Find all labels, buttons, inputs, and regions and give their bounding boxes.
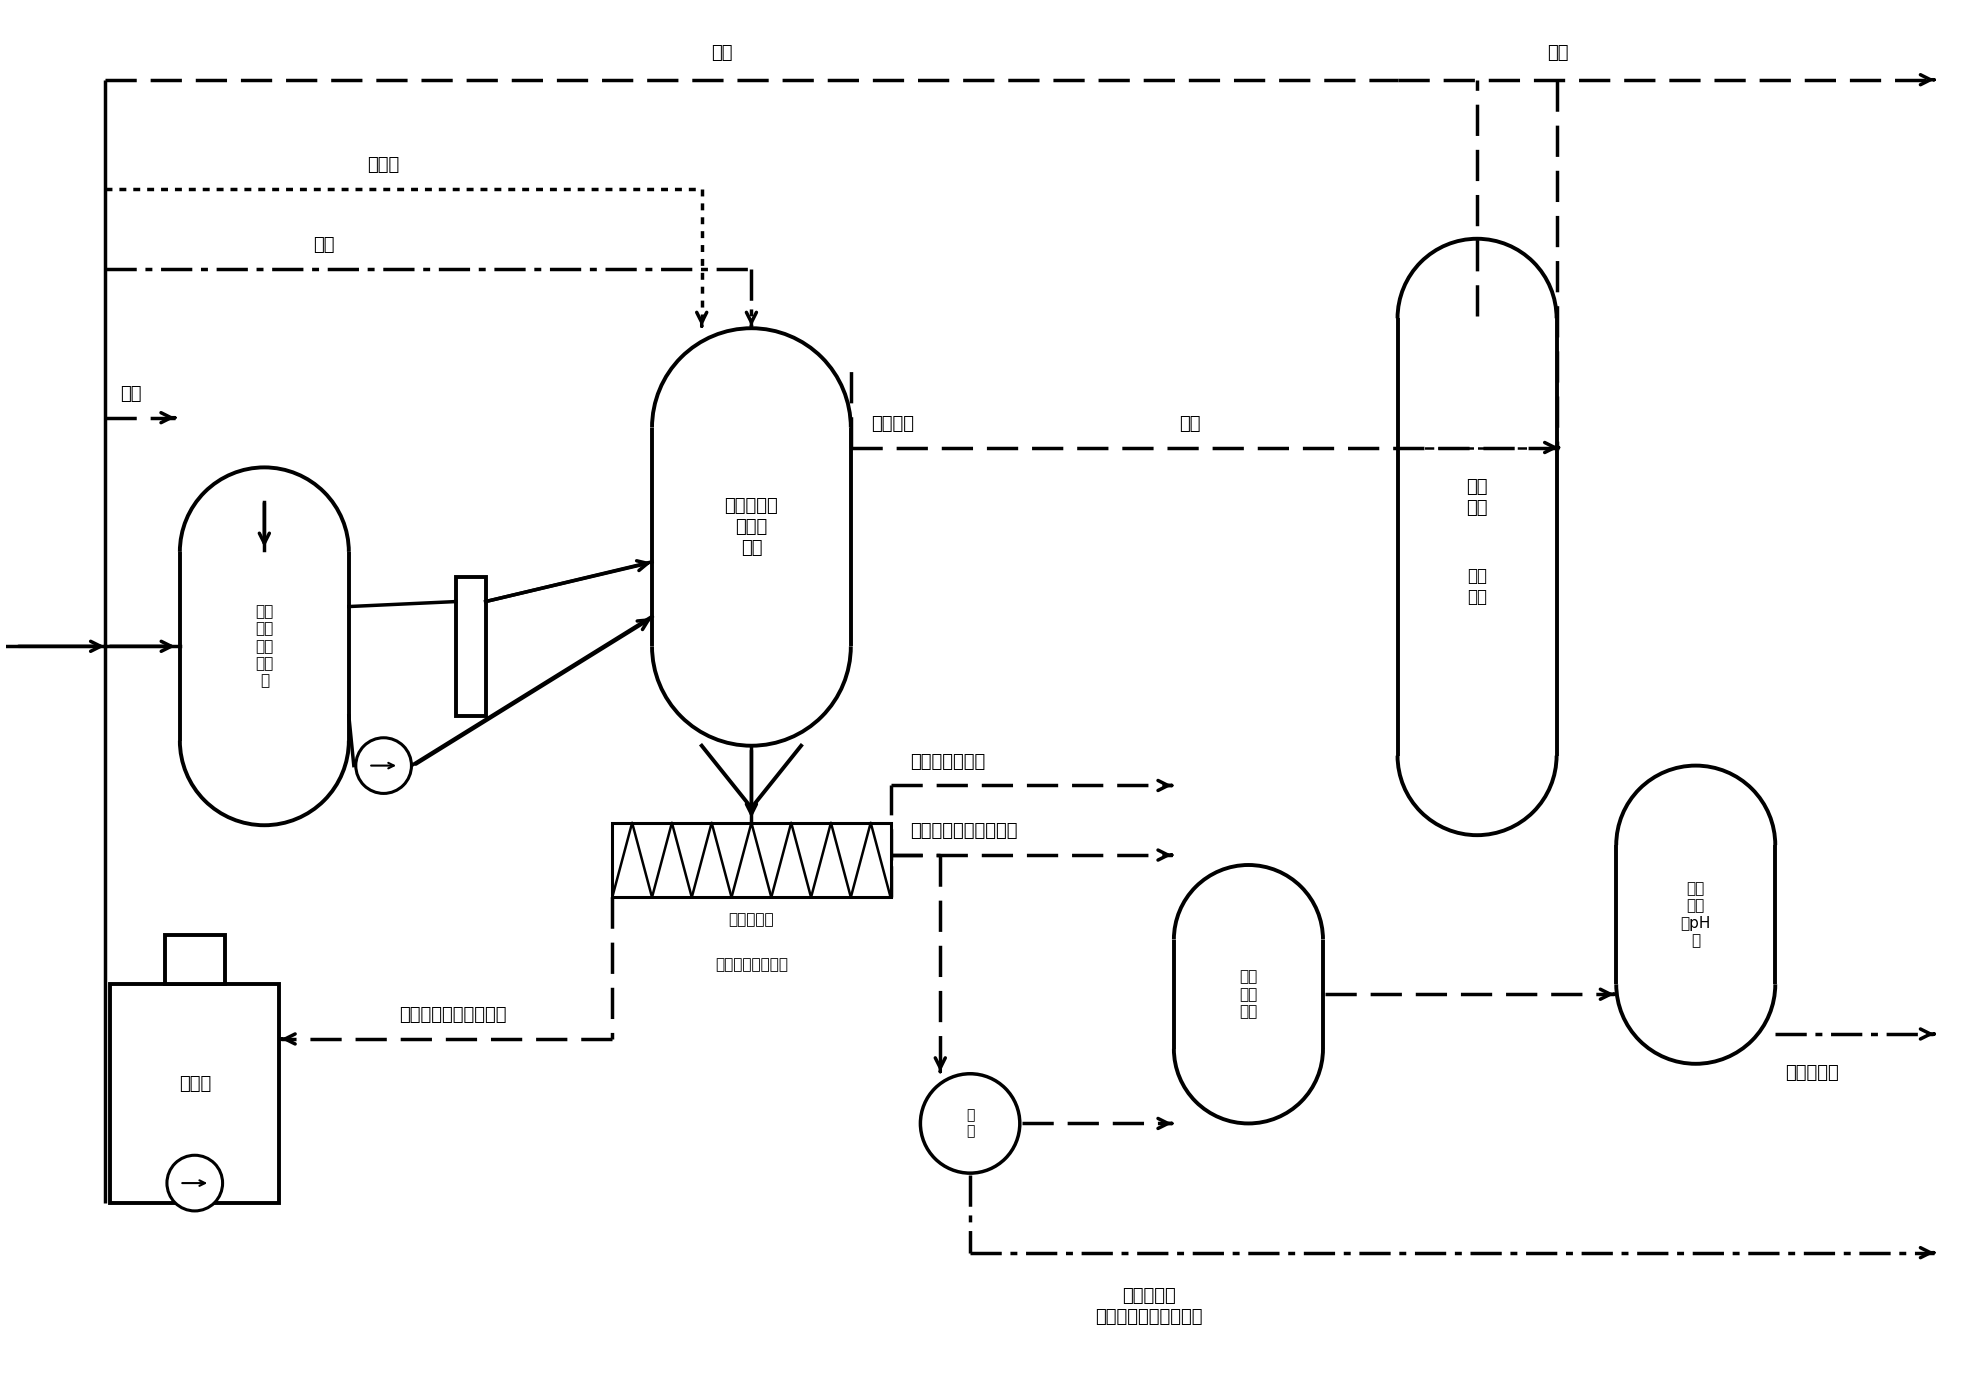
Text: 糠醛
蒸馏: 糠醛 蒸馏 — [1466, 567, 1488, 606]
Text: 木素磺酸盐: 木素磺酸盐 — [1784, 1064, 1840, 1082]
Text: 木素磺酸盐溶液: 木素磺酸盐溶液 — [911, 752, 986, 771]
Text: 糠醛
蒸馏: 糠醛 蒸馏 — [1466, 477, 1488, 517]
Circle shape — [921, 1074, 1020, 1173]
Bar — [456, 577, 486, 716]
Bar — [111, 984, 279, 1203]
Text: 糠醛蒸汽: 糠醛蒸汽 — [871, 415, 913, 433]
Text: 木素、纤维素分离: 木素、纤维素分离 — [715, 956, 788, 972]
Text: 稀硫酸: 稀硫酸 — [368, 156, 399, 174]
Text: 蔗渣: 蔗渣 — [314, 236, 334, 254]
Text: 蒸汽: 蒸汽 — [1180, 415, 1199, 433]
Text: 含有机酸（乙酸）废液: 含有机酸（乙酸）废液 — [911, 822, 1018, 840]
Text: 蒸汽: 蒸汽 — [121, 385, 142, 403]
Circle shape — [356, 737, 411, 793]
Bar — [164, 934, 225, 984]
Text: 乙酸
亚硫
酸盐
反应
液: 乙酸 亚硫 酸盐 反应 液 — [255, 604, 273, 688]
Text: 含有机酸（乙酸）废液: 含有机酸（乙酸）废液 — [399, 1007, 508, 1025]
Bar — [613, 822, 891, 898]
Text: 螺旋挤浆机: 螺旋挤浆机 — [729, 912, 775, 927]
Text: 制醛脱木素
反应器
一体: 制醛脱木素 反应器 一体 — [725, 497, 779, 557]
Text: 纤维素组分
用于酸解、酶解或发酵: 纤维素组分 用于酸解、酶解或发酵 — [1095, 1287, 1203, 1326]
Text: 糠醛: 糠醛 — [1547, 43, 1569, 61]
Text: 木素
磺酸
盐液: 木素 磺酸 盐液 — [1239, 969, 1257, 1019]
Text: 蒸汽: 蒸汽 — [711, 43, 733, 61]
Circle shape — [166, 1156, 223, 1210]
Text: 洗
涤: 洗 涤 — [966, 1108, 974, 1139]
Text: 干燥
或调
整pH
值: 干燥 或调 整pH 值 — [1680, 881, 1711, 948]
Text: 配制罐: 配制罐 — [178, 1075, 211, 1093]
